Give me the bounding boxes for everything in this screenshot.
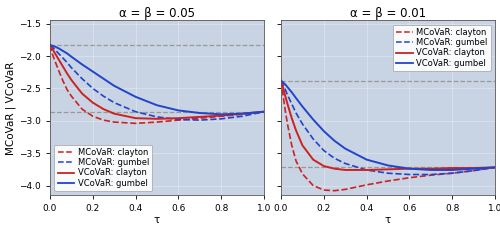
Legend: MCoVaR: clayton, MCoVaR: gumbel, VCoVaR: clayton, VCoVaR: gumbel: MCoVaR: clayton, MCoVaR: gumbel, VCoVaR:…	[393, 25, 491, 71]
Legend: MCoVaR: clayton, MCoVaR: gumbel, VCoVaR: clayton, VCoVaR: gumbel: MCoVaR: clayton, MCoVaR: gumbel, VCoVaR:…	[54, 145, 152, 191]
Title: α = β = 0.01: α = β = 0.01	[350, 7, 426, 20]
Title: α = β = 0.05: α = β = 0.05	[119, 7, 195, 20]
Y-axis label: MCoVaR | VCoVaR: MCoVaR | VCoVaR	[6, 61, 16, 155]
X-axis label: τ: τ	[154, 215, 160, 225]
X-axis label: τ: τ	[385, 215, 391, 225]
